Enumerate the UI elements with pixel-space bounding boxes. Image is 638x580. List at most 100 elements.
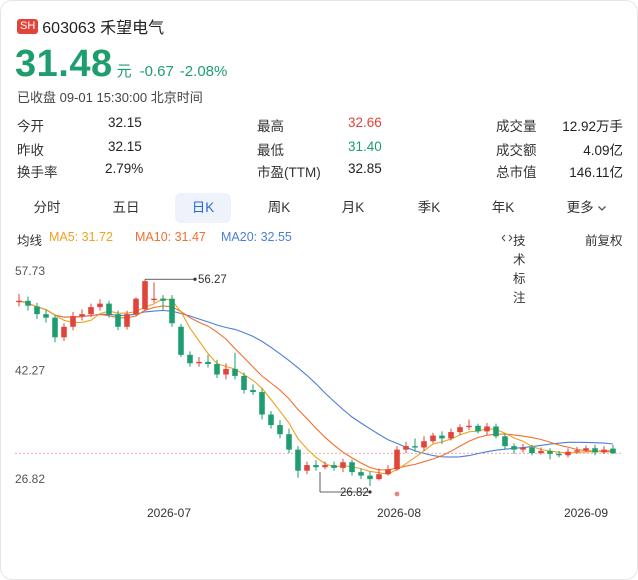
stock-header: SH 603063 禾望电气 bbox=[17, 14, 164, 38]
candle-body bbox=[151, 298, 157, 301]
stat-label: 成交额 bbox=[496, 143, 537, 158]
candle-body bbox=[88, 307, 94, 315]
candle-body bbox=[511, 446, 517, 450]
candle-body bbox=[232, 368, 238, 376]
technical-annotation-button[interactable]: 技术标注 bbox=[501, 230, 526, 305]
market-status: 已收盘 09-01 15:30:00 北京时间 bbox=[17, 90, 203, 105]
price-change-pct: -2.08% bbox=[179, 63, 228, 80]
ma20-value: MA20: 32.55 bbox=[221, 230, 292, 244]
candle-body bbox=[340, 462, 346, 468]
candle-body bbox=[358, 472, 364, 476]
chevron-down-icon bbox=[598, 206, 607, 212]
candle-body bbox=[385, 469, 391, 475]
price-change: -0.67 bbox=[139, 63, 174, 80]
candle-body bbox=[583, 448, 589, 451]
adjust-mode-button[interactable]: 前复权 bbox=[585, 234, 623, 248]
tab-more[interactable]: 更多 bbox=[557, 193, 617, 223]
candlestick-chart[interactable]: 57.73 42.27 26.82 56.27 26.82 2026-07 2026-08 2… bbox=[1, 253, 637, 523]
candle-body bbox=[529, 447, 535, 454]
stats-row: 今开 32.15 最高 32.66 成交量 12.92万手 bbox=[17, 115, 625, 135]
annotation-icon bbox=[501, 234, 513, 242]
x-axis-label: 2026-08 bbox=[377, 506, 421, 520]
candle-body bbox=[79, 314, 85, 317]
candle-body bbox=[133, 298, 139, 315]
candle-body bbox=[565, 451, 571, 456]
y-axis-label: 57.73 bbox=[15, 264, 45, 278]
candle-body bbox=[196, 361, 202, 364]
candle-body bbox=[538, 451, 544, 454]
candle-body bbox=[349, 462, 355, 473]
tab-daily-k[interactable]: 日K bbox=[175, 193, 231, 223]
tab-weekly-k[interactable]: 周K bbox=[267, 200, 291, 215]
moving-average-legend: 均线 MA5: 31.72 MA10: 31.47 MA20: 32.55 技术… bbox=[17, 230, 625, 305]
low-marker-dot bbox=[368, 490, 372, 494]
y-axis-label: 26.82 bbox=[15, 472, 45, 486]
candle-body bbox=[421, 441, 427, 448]
stat-value: 31.40 bbox=[348, 139, 382, 154]
candle-body bbox=[430, 435, 436, 442]
x-axis-label: 2026-07 bbox=[147, 506, 191, 520]
candle-body bbox=[25, 300, 31, 306]
candle-body bbox=[592, 448, 598, 453]
candle-body bbox=[277, 425, 283, 435]
stats-row: 昨收 32.15 最低 31.40 成交额 4.09亿 bbox=[17, 139, 625, 159]
ma10-value: MA10: 31.47 bbox=[135, 230, 206, 244]
ma-label: 均线 bbox=[17, 234, 43, 248]
candle-body bbox=[97, 303, 103, 308]
stat-value: 32.85 bbox=[348, 161, 382, 176]
candle-body bbox=[268, 414, 274, 426]
candle-body bbox=[250, 389, 256, 393]
period-tabs: 分时 五日 日K 周K 月K 季K 年K 更多 bbox=[1, 193, 637, 223]
candle-body bbox=[304, 465, 310, 471]
candle-body bbox=[295, 449, 301, 471]
candle-body bbox=[394, 449, 400, 470]
stat-label: 昨收 bbox=[17, 143, 44, 158]
low-marker-label: 26.82 bbox=[340, 487, 369, 499]
candle-body bbox=[403, 446, 409, 450]
candle-body bbox=[241, 375, 247, 390]
stat-label: 总市值 bbox=[496, 165, 537, 180]
candle-body bbox=[223, 368, 229, 375]
stock-code-name[interactable]: 603063 禾望电气 bbox=[42, 20, 165, 37]
candle-body bbox=[259, 392, 265, 415]
stat-label: 最高 bbox=[257, 119, 284, 134]
candle-body bbox=[142, 281, 148, 310]
candle-body bbox=[52, 317, 58, 338]
candle-body bbox=[520, 447, 526, 450]
candle-body bbox=[160, 298, 166, 301]
candle-body bbox=[313, 465, 319, 468]
candle-body bbox=[439, 435, 445, 439]
technical-annotation-label: 技术标注 bbox=[513, 234, 526, 305]
candle-body bbox=[475, 425, 481, 432]
stat-value: 12.92万手 bbox=[562, 119, 623, 134]
ma20-line bbox=[18, 300, 614, 458]
candle-body bbox=[574, 450, 580, 452]
stat-label: 今开 bbox=[17, 119, 44, 134]
tab-yearly-k[interactable]: 年K bbox=[491, 200, 515, 215]
y-axis-label: 42.27 bbox=[15, 364, 45, 378]
ma10-line bbox=[18, 300, 614, 471]
tab-quarterly-k[interactable]: 季K bbox=[417, 200, 441, 215]
exchange-badge: SH bbox=[17, 18, 39, 34]
stat-value: 32.66 bbox=[348, 115, 382, 130]
stat-value: 4.09亿 bbox=[583, 143, 623, 158]
stat-value: 2.79% bbox=[105, 161, 144, 176]
tab-intraday[interactable]: 分时 bbox=[33, 200, 61, 215]
candle-body bbox=[601, 449, 607, 453]
tab-monthly-k[interactable]: 月K bbox=[341, 200, 365, 215]
price-row: 31.48 元 -0.67 -2.08% bbox=[15, 43, 227, 86]
tab-five-day[interactable]: 五日 bbox=[112, 200, 140, 215]
candle-body bbox=[376, 474, 382, 480]
price-unit: 元 bbox=[116, 63, 132, 80]
candle-body bbox=[169, 298, 175, 324]
candle-body bbox=[457, 427, 463, 433]
candle-body bbox=[187, 354, 193, 364]
candle-body bbox=[124, 314, 130, 327]
stat-label: 最低 bbox=[257, 143, 284, 158]
candle-body bbox=[367, 475, 373, 480]
candle-body bbox=[214, 363, 220, 375]
candle-body bbox=[412, 446, 418, 448]
candle-body bbox=[106, 303, 112, 315]
high-marker-dot bbox=[193, 277, 197, 281]
